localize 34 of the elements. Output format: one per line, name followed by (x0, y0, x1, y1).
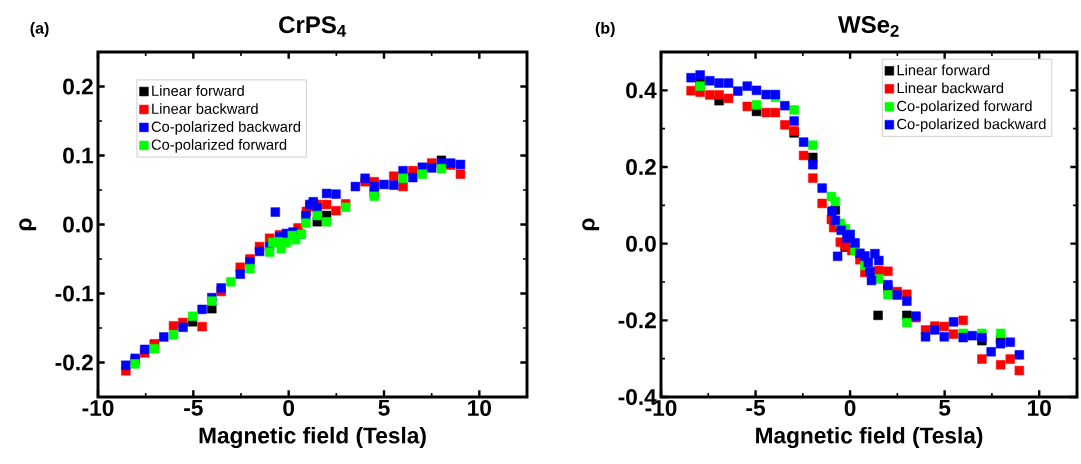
y-tick-label: 0.4 (626, 82, 657, 99)
chart-title: WSe$_{2}$ (838, 16, 899, 37)
legend-label: Linear forward (152, 85, 244, 96)
legend-label: Co-polarized forward (897, 100, 1032, 115)
text: (a) (30, 22, 49, 37)
x-tick-label: 10 (1028, 399, 1051, 416)
x-tick-label: -5 (184, 399, 203, 416)
y-tick-label: 0.1 (63, 147, 94, 164)
legend-label: Co-polarized backward (897, 118, 1046, 133)
x-axis-title: Magnetic field (Tesla) (756, 426, 983, 449)
y-axis-title: ρ (582, 218, 600, 231)
x-tick-label: 0 (283, 399, 295, 416)
x-tick-label: -10 (82, 399, 114, 416)
x-tick-label: 0 (844, 399, 856, 416)
y-tick-label: 0.0 (626, 235, 656, 252)
legend-label: Co-polarized backward (151, 121, 301, 135)
text: (b) (595, 22, 615, 37)
y-tick-label: 0.2 (63, 78, 93, 95)
x-tick-label: 5 (939, 399, 951, 416)
y-tick-label: 0.0 (63, 216, 93, 233)
y-tick-label: -0.2 (55, 354, 93, 371)
y-tick-label: -0.1 (55, 285, 94, 302)
y-tick-label: 0.2 (626, 158, 656, 176)
x-tick-label: -5 (746, 399, 766, 416)
x-tick-label: 10 (468, 399, 492, 416)
y-axis-title: ρ (19, 218, 37, 231)
x-tick-label: 5 (378, 399, 390, 416)
legend-label: Linear forward (897, 64, 990, 76)
chart-title: CrPS$_{4}$ (279, 16, 347, 37)
y-tick-label: -0.2 (618, 312, 656, 329)
legend-label: Linear backward (897, 82, 1004, 94)
legend-label: Linear backward (152, 103, 258, 114)
x-axis-title: Magnetic field (Tesla) (199, 426, 426, 449)
legend-label: Co-polarized forward (151, 139, 287, 153)
